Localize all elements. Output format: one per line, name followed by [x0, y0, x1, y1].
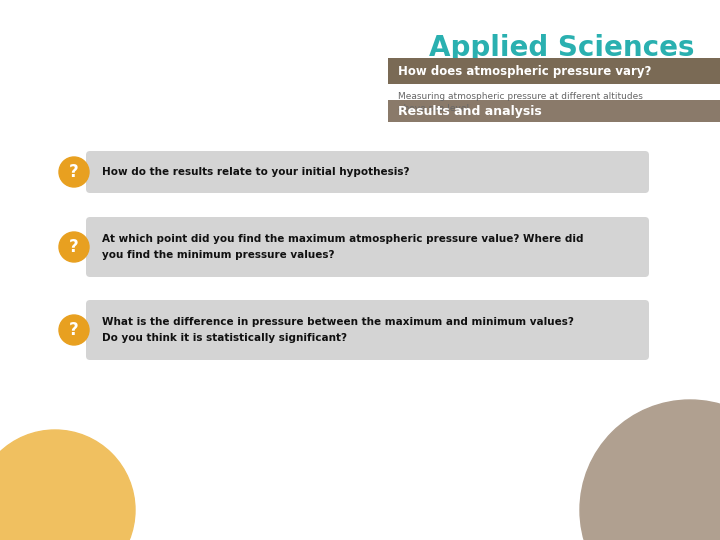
Text: Measuring atmospheric pressure at different altitudes: Measuring atmospheric pressure at differ…: [398, 92, 643, 101]
FancyBboxPatch shape: [388, 58, 720, 84]
Text: ?: ?: [69, 321, 79, 339]
Circle shape: [59, 232, 89, 262]
Text: How do the results relate to your initial hypothesis?: How do the results relate to your initia…: [102, 167, 410, 177]
Text: above sea level: above sea level: [398, 104, 469, 113]
FancyBboxPatch shape: [86, 151, 649, 193]
Text: ?: ?: [69, 238, 79, 256]
FancyBboxPatch shape: [388, 100, 720, 122]
Text: What is the difference in pressure between the maximum and minimum values?
Do yo: What is the difference in pressure betwe…: [102, 317, 574, 343]
Text: At which point did you find the maximum atmospheric pressure value? Where did
yo: At which point did you find the maximum …: [102, 234, 583, 260]
FancyBboxPatch shape: [86, 300, 649, 360]
Circle shape: [59, 315, 89, 345]
Text: Applied Sciences: Applied Sciences: [429, 34, 695, 62]
FancyBboxPatch shape: [86, 217, 649, 277]
Text: How does atmospheric pressure vary?: How does atmospheric pressure vary?: [398, 64, 652, 78]
Circle shape: [0, 430, 135, 540]
Text: Results and analysis: Results and analysis: [398, 105, 541, 118]
Text: ?: ?: [69, 163, 79, 181]
Circle shape: [59, 157, 89, 187]
Circle shape: [580, 400, 720, 540]
